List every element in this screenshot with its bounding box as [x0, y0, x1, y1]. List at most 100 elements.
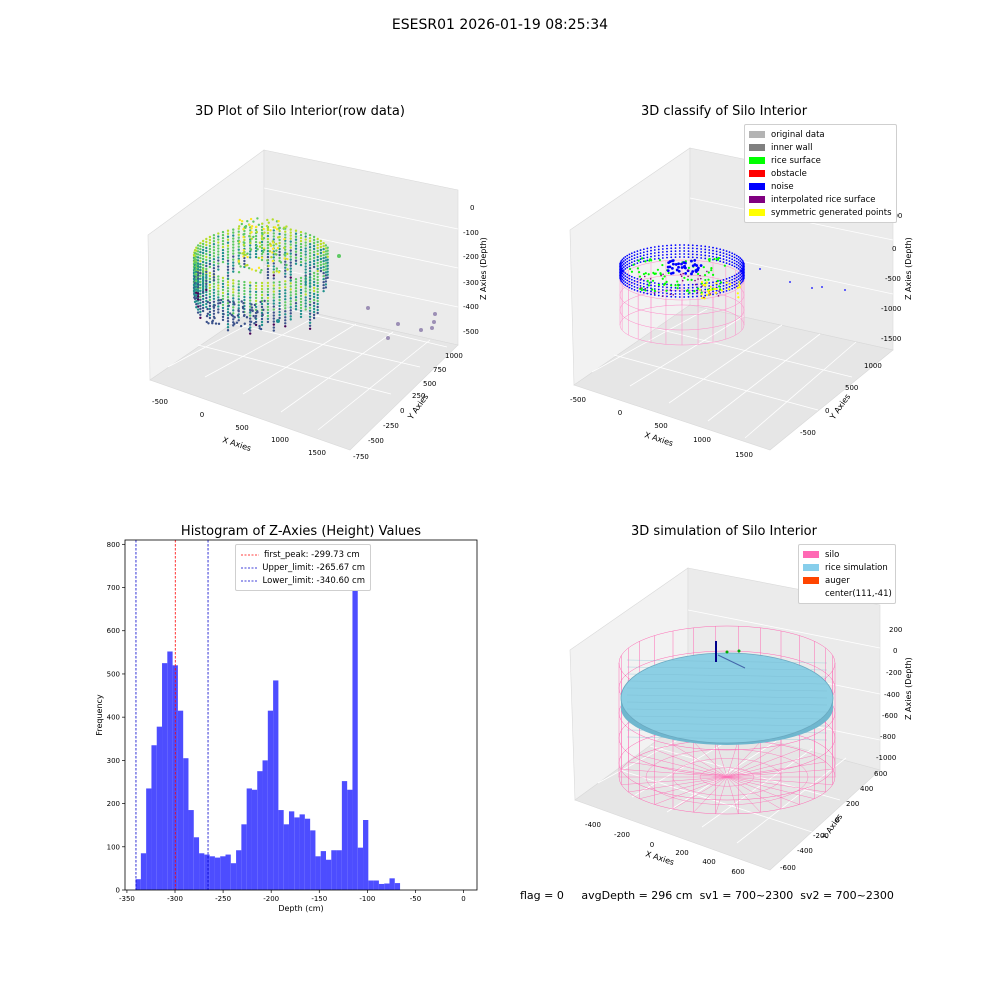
noise-point [666, 286, 668, 289]
data-point [199, 283, 202, 287]
data-point [272, 271, 275, 274]
symmetric-point [738, 281, 741, 284]
data-point [260, 290, 264, 294]
data-point [226, 308, 230, 311]
interpolated-point [644, 287, 647, 290]
data-point [221, 300, 225, 304]
data-point [226, 250, 230, 253]
noise-point [683, 264, 686, 268]
data-point [258, 241, 262, 244]
noise-point [633, 279, 636, 282]
noise-point [670, 250, 673, 253]
panel-1-title: 3D Plot of Silo Interior(row data) [195, 104, 405, 119]
z-tick: -100 [463, 229, 479, 237]
data-point [312, 307, 316, 311]
outlier-point [276, 319, 280, 323]
rice-surface-point [707, 271, 710, 274]
data-point [217, 256, 220, 259]
data-point [272, 326, 276, 329]
rice-surface-point [647, 284, 650, 287]
data-point [199, 292, 202, 296]
data-point [254, 320, 258, 324]
noise-point [666, 256, 668, 259]
data-point [316, 255, 319, 259]
data-point [221, 318, 225, 322]
data-point [217, 311, 220, 314]
data-point [261, 250, 265, 254]
noise-point [675, 268, 679, 272]
noise-point [622, 269, 625, 272]
data-point [266, 320, 270, 324]
interpolated-point [649, 278, 652, 280]
data-point [277, 224, 280, 227]
data-point [312, 247, 316, 251]
rice-surface-point [646, 279, 649, 282]
data-point [226, 296, 230, 299]
data-point [201, 306, 205, 310]
data-point [243, 295, 246, 299]
legend-swatch [803, 551, 819, 558]
data-point [322, 289, 325, 293]
data-point [217, 284, 220, 287]
data-point [254, 240, 258, 244]
data-point [221, 309, 225, 313]
noise-point [653, 285, 656, 287]
x-tick: 600 [731, 868, 744, 876]
data-point [304, 241, 307, 244]
data-point [284, 319, 287, 322]
data-point [266, 296, 270, 300]
noise-point [657, 251, 660, 254]
symmetric-point [710, 288, 713, 291]
noise-point [708, 255, 711, 257]
data-point [208, 238, 212, 242]
data-point [284, 266, 287, 269]
data-point [308, 252, 312, 255]
data-point [272, 293, 276, 296]
data-point [289, 270, 292, 273]
data-point [322, 241, 325, 245]
data-point [283, 257, 286, 260]
flag-text: flag = 0 [520, 889, 564, 902]
data-point [254, 290, 258, 294]
data-point [272, 229, 276, 232]
noise-point [626, 260, 629, 263]
rice-surface-point [647, 273, 650, 276]
data-point [294, 287, 298, 290]
data-point [212, 264, 216, 267]
data-point [208, 277, 212, 281]
interpolated-point [669, 289, 672, 291]
data-point [316, 269, 319, 273]
data-point [207, 322, 210, 325]
noise-point [661, 254, 664, 256]
data-point [304, 262, 307, 265]
rice-surface-point [637, 271, 641, 274]
z-tick: -1000 [881, 305, 901, 313]
data-point [289, 237, 292, 240]
data-point [254, 237, 258, 241]
noise-point [733, 262, 736, 265]
data-point [316, 287, 319, 291]
rice-surface-point [723, 264, 726, 267]
rice-surface-point [704, 278, 707, 282]
noise-point [636, 253, 639, 256]
data-point [243, 259, 246, 263]
z-tick: -800 [880, 733, 896, 741]
noise-point [737, 258, 740, 261]
data-point [278, 244, 281, 248]
noise-point [650, 252, 652, 255]
data-point [304, 232, 307, 235]
noise-point [696, 295, 698, 298]
rice-surface-point [644, 272, 647, 275]
data-point [289, 255, 292, 258]
data-point [312, 256, 316, 260]
data-point [226, 229, 230, 232]
data-point [212, 276, 216, 279]
data-point [196, 256, 200, 259]
data-point [260, 296, 264, 300]
data-point [201, 242, 205, 246]
data-point [199, 271, 202, 275]
z-tick: -400 [463, 303, 479, 311]
data-point [322, 262, 325, 266]
noise-point [687, 295, 690, 298]
data-point [226, 241, 230, 244]
